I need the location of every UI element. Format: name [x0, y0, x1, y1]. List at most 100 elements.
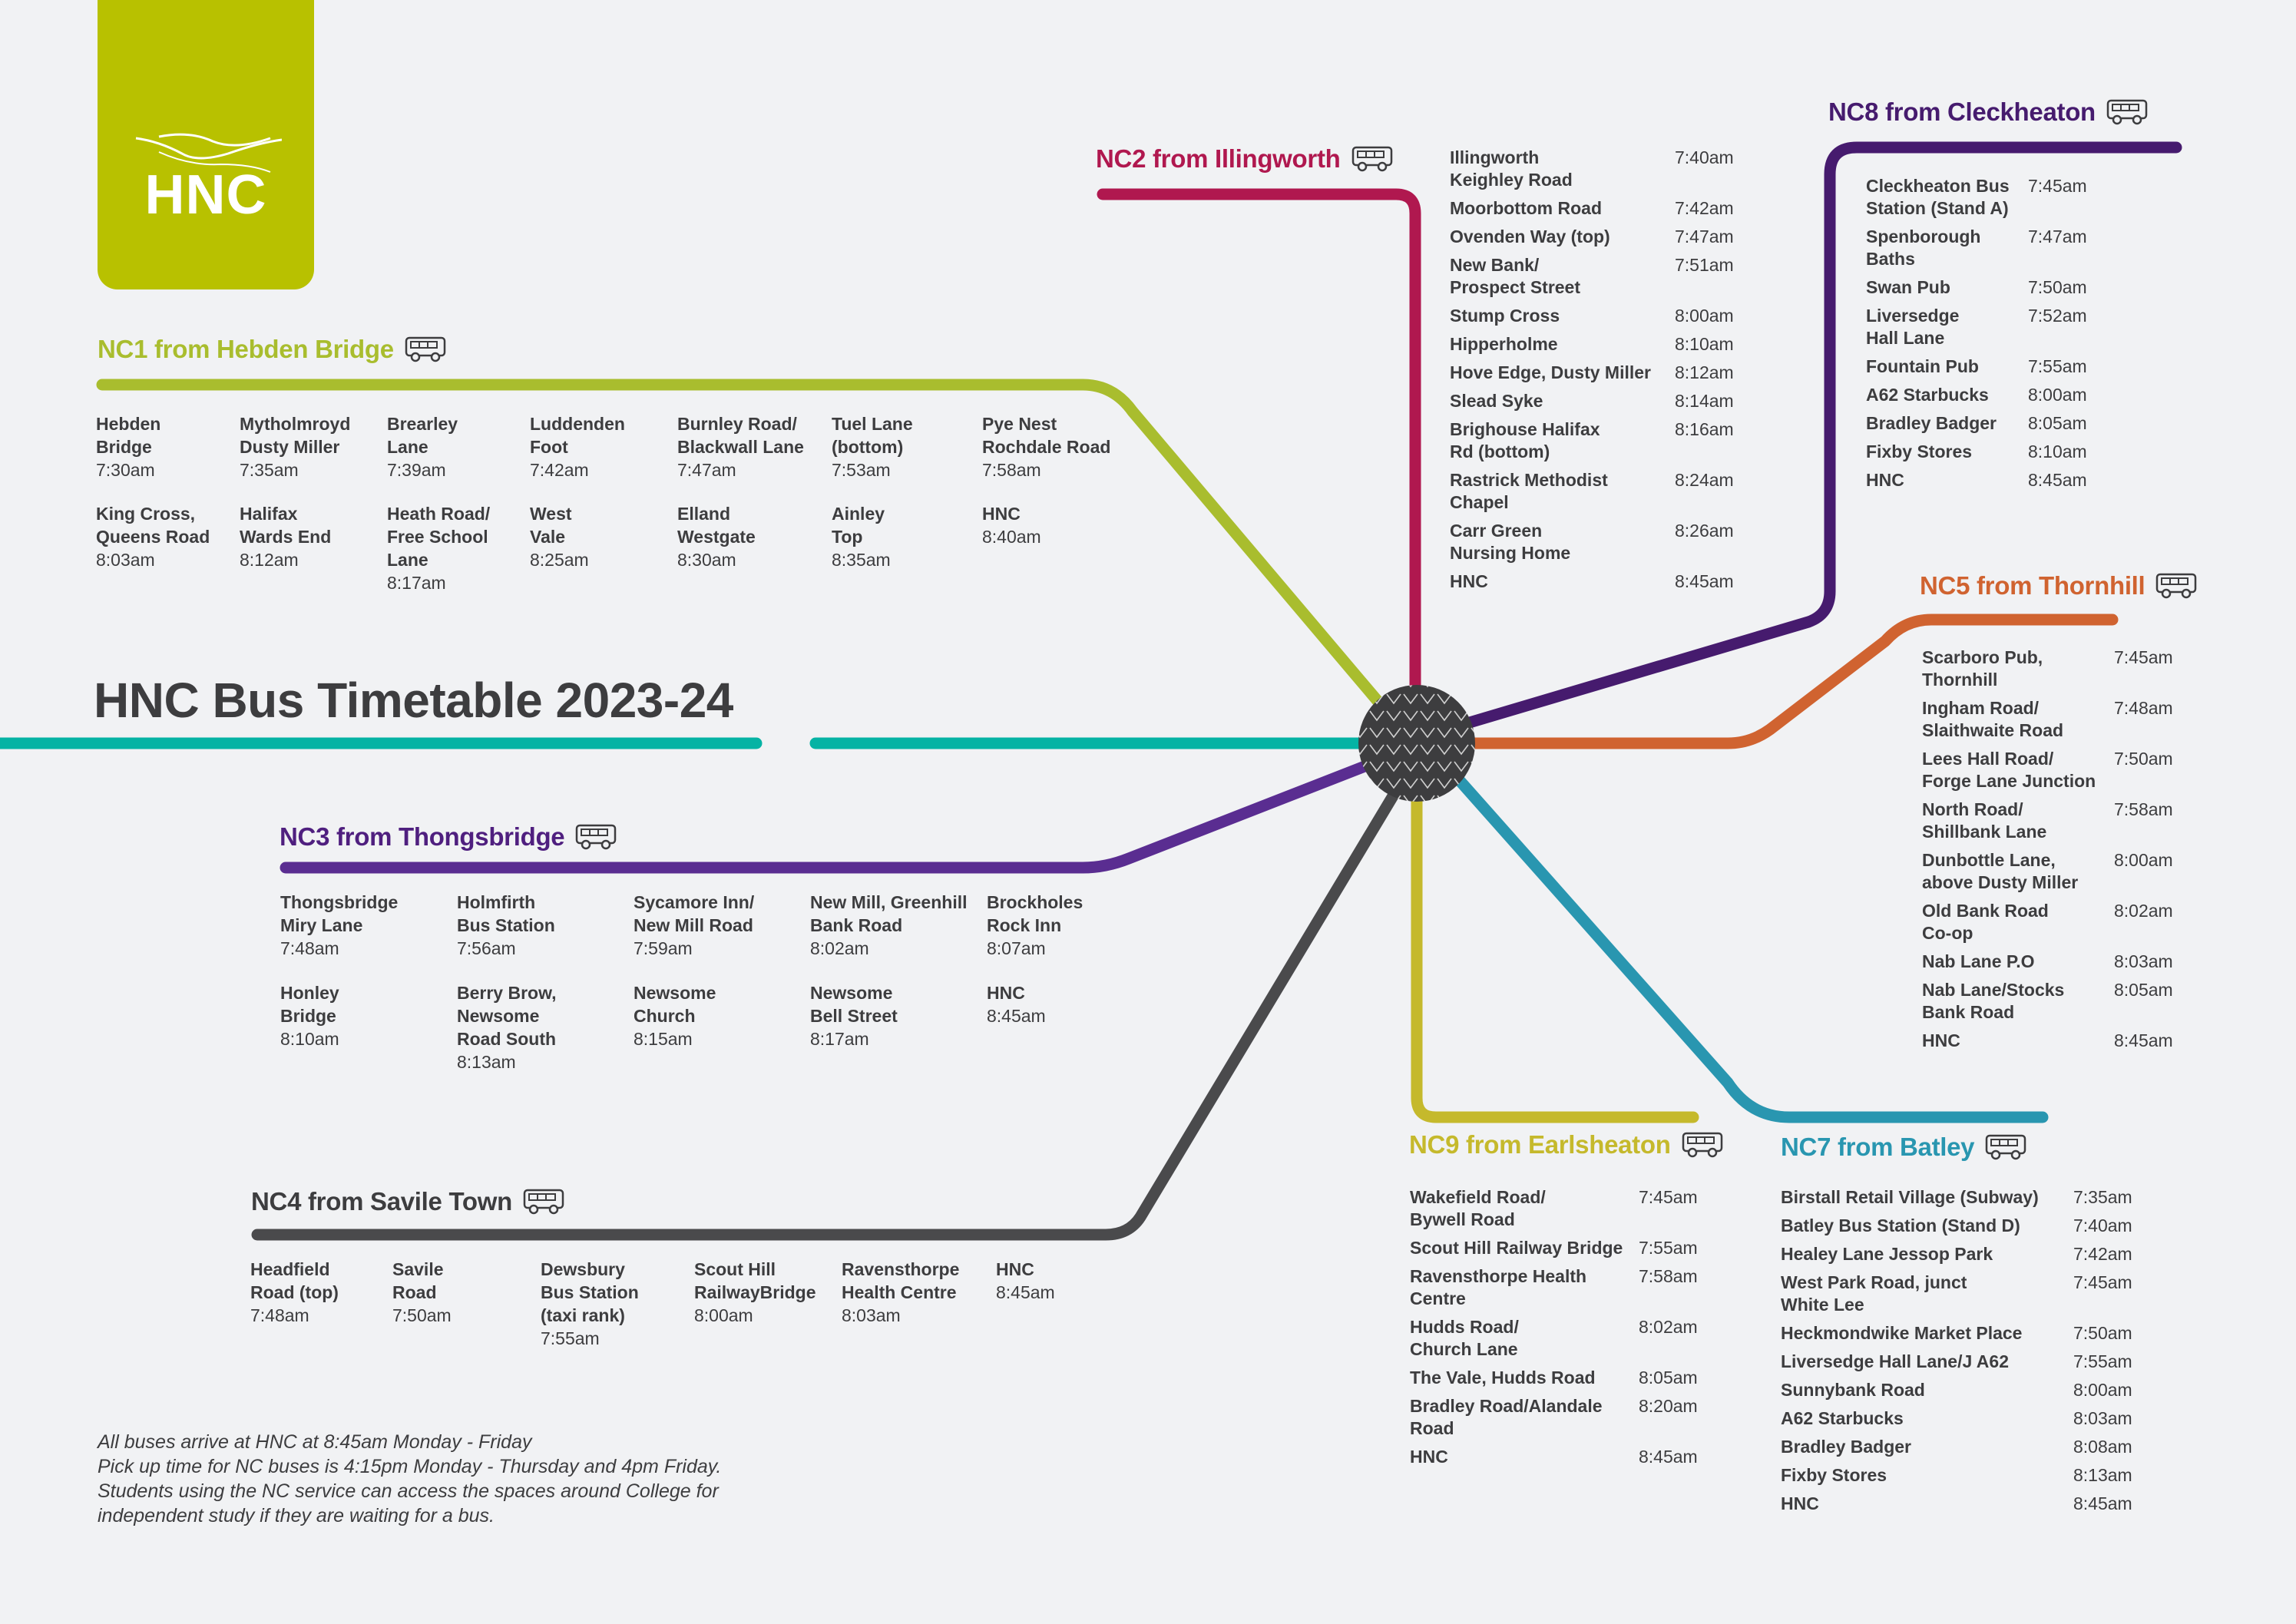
- stop: Nab Lane/Stocks Bank Road 8:05am: [1922, 980, 2173, 1022]
- bus-icon: [2156, 573, 2197, 599]
- stop: North Road/ Shillbank Lane 7:58am: [1922, 799, 2173, 842]
- stop: Newsome Bell Street 8:17am: [810, 983, 898, 1049]
- stop: Dewsbury Bus Station (taxi rank) 7:55am: [541, 1259, 639, 1348]
- stop: Hudds Road/ Church Lane 8:02am: [1410, 1317, 1698, 1359]
- stop: A62 Starbucks 8:03am: [1781, 1408, 2132, 1428]
- stop: Brearley Lane 7:39am: [387, 414, 458, 480]
- nc2-stops: Illingworth Keighley Road 7:40am Moorbott…: [1450, 147, 1742, 599]
- route-line-nc3: [280, 758, 1377, 874]
- stop: Ingham Road/ Slaithwaite Road 7:48am: [1922, 698, 2173, 740]
- stop: The Vale, Hudds Road 8:05am: [1410, 1368, 1698, 1388]
- stop: Tuel Lane (bottom) 7:53am: [832, 414, 913, 480]
- stop: Birstall Retail Village (Subway) 7:35am: [1781, 1187, 2132, 1207]
- stop: Dunbottle Lane, above Dusty Miller 8:00am: [1922, 850, 2173, 892]
- nc7-stops: Birstall Retail Village (Subway) 7:35am B…: [1781, 1186, 2149, 1521]
- stop: Wakefield Road/ Bywell Road 7:45am: [1410, 1187, 1698, 1229]
- stop: Ravensthorpe Health Centre 8:03am: [842, 1259, 960, 1325]
- note-pickup: Pick up time for NC buses is 4:15pm Mond…: [98, 1456, 722, 1477]
- route-title-nc1: NC1 from Hebden Bridge: [98, 335, 448, 364]
- stop: Elland Westgate 8:30am: [677, 504, 756, 570]
- stop: Savile Road 7:50am: [392, 1259, 452, 1325]
- bus-icon: [576, 824, 617, 850]
- route-title-nc4: NC4 from Savile Town: [251, 1187, 566, 1216]
- bus-icon: [405, 336, 446, 362]
- stop: HNC 8:45am: [1866, 470, 2087, 490]
- stop: Carr Green Nursing Home 8:26am: [1450, 521, 1734, 563]
- stop: Scout Hill Railway Bridge 7:55am: [1410, 1238, 1698, 1258]
- nc5-stops: Scarboro Pub, Thornhill 7:45am Ingham Roa…: [1922, 647, 2191, 1058]
- bus-icon: [1985, 1134, 2026, 1160]
- stop: Batley Bus Station (Stand D) 7:40am: [1781, 1216, 2132, 1235]
- stop: Rastrick Methodist Chapel 8:24am: [1450, 470, 1734, 512]
- stop: Burnley Road/ Blackwall Lane 7:47am: [677, 414, 804, 480]
- stop: Cleckheaton Bus Station (Stand A) 7:45am: [1866, 176, 2087, 218]
- stop: Luddenden Foot 7:42am: [530, 414, 625, 480]
- stop: Slead Syke 8:14am: [1450, 391, 1734, 411]
- stop: HNC 8:45am: [1410, 1447, 1698, 1467]
- stop: Scarboro Pub, Thornhill 7:45am: [1922, 647, 2173, 690]
- stop: Pye Nest Rochdale Road 7:58am: [982, 414, 1111, 480]
- stop: Spenborough Baths 7:47am: [1866, 227, 2087, 269]
- stop: Ainley Top 8:35am: [832, 504, 891, 570]
- route-line-nc8: [1453, 141, 2182, 732]
- stop: Lees Hall Road/ Forge Lane Junction 7:50a…: [1922, 749, 2173, 791]
- route-line-nc4: [251, 789, 1400, 1241]
- stop: Hove Edge, Dusty Miller 8:12am: [1450, 362, 1734, 382]
- nc9-stops: Wakefield Road/ Bywell Road 7:45am Scout …: [1410, 1186, 1702, 1474]
- stop: Headfield Road (top) 7:48am: [250, 1259, 339, 1325]
- stop: Thongsbridge Miry Lane 7:48am: [280, 892, 399, 958]
- stop: Fixby Stores 8:10am: [1866, 442, 2087, 461]
- route-title-nc2: NC2 from Illingworth: [1096, 144, 1394, 174]
- stop: Bradley Badger 8:08am: [1781, 1437, 2132, 1457]
- route-title-nc7: NC7 from Batley: [1781, 1133, 2028, 1162]
- stop: HNC 8:45am: [1781, 1493, 2132, 1513]
- hnc-logo: HNC: [98, 0, 314, 289]
- stop: HNC 8:45am: [996, 1259, 1055, 1302]
- note-study-2: independent study if they are waiting fo…: [98, 1505, 495, 1526]
- stop: Sycamore Inn/ New Mill Road 7:59am: [634, 892, 755, 958]
- stop: HNC 8:40am: [982, 504, 1041, 547]
- stop: New Mill, Greenhill Bank Road 8:02am: [810, 892, 968, 958]
- footnotes: All buses arrive at HNC at 8:45am Monday…: [98, 1430, 721, 1528]
- hills-swoosh-icon: [135, 133, 282, 173]
- stop: Moorbottom Road 7:42am: [1450, 198, 1734, 218]
- stop: HNC 8:45am: [1450, 571, 1734, 591]
- bus-icon: [1682, 1132, 1722, 1158]
- bus-icon: [1351, 146, 1392, 172]
- stop: Fixby Stores 8:13am: [1781, 1465, 2132, 1485]
- stop: Heath Road/ Free School Lane 8:17am: [387, 504, 491, 593]
- stop: HNC 8:45am: [1922, 1030, 2173, 1050]
- route-title-nc9: NC9 from Earlsheaton: [1409, 1130, 1725, 1159]
- stop: Heckmondwike Market Place 7:50am: [1781, 1323, 2132, 1343]
- route-line-nc9: [1411, 792, 1699, 1123]
- bus-icon: [523, 1189, 564, 1215]
- stop: Brockholes Rock Inn 8:07am: [987, 892, 1083, 958]
- stop: Bradley Badger 8:05am: [1866, 413, 2087, 433]
- route-line-nc7: [1449, 769, 2049, 1123]
- stop: Mytholmroyd Dusty Miller 7:35am: [240, 414, 351, 480]
- stop: Ravensthorpe Health Centre 7:58am: [1410, 1266, 1698, 1308]
- nc8-stops: Cleckheaton Bus Station (Stand A) 7:45am …: [1866, 175, 2112, 498]
- stop: Hipperholme 8:10am: [1450, 334, 1734, 354]
- stop: King Cross, Queens Road 8:03am: [96, 504, 210, 570]
- stop: HNC 8:45am: [987, 983, 1046, 1026]
- stop: Hebden Bridge 7:30am: [96, 414, 161, 480]
- stop: Healey Lane Jessop Park 7:42am: [1781, 1244, 2132, 1264]
- stop: Liversedge Hall Lane/J A62 7:55am: [1781, 1351, 2132, 1371]
- stop: Halifax Wards End 8:12am: [240, 504, 332, 570]
- stop: Sunnybank Road 8:00am: [1781, 1380, 2132, 1400]
- logo-text: HNC: [144, 164, 267, 226]
- hub-hnc: [1358, 685, 1475, 802]
- stop: A62 Starbucks 8:00am: [1866, 385, 2087, 405]
- note-arrival: All buses arrive at HNC at 8:45am Monday…: [98, 1431, 532, 1453]
- stop: Scout Hill RailwayBridge 8:00am: [694, 1259, 816, 1325]
- stop: Liversedge Hall Lane 7:52am: [1866, 306, 2087, 348]
- stop: Newsome Church 8:15am: [634, 983, 716, 1049]
- stop: Nab Lane P.O 8:03am: [1922, 951, 2173, 971]
- stop: West Vale 8:25am: [530, 504, 589, 570]
- stop: Fountain Pub 7:55am: [1866, 356, 2087, 376]
- stop: Holmfirth Bus Station 7:56am: [457, 892, 555, 958]
- route-title-nc8: NC8 from Cleckheaton: [1828, 98, 2149, 127]
- route-line-nc1: [96, 379, 1388, 713]
- route-line-nc2: [1097, 188, 1421, 697]
